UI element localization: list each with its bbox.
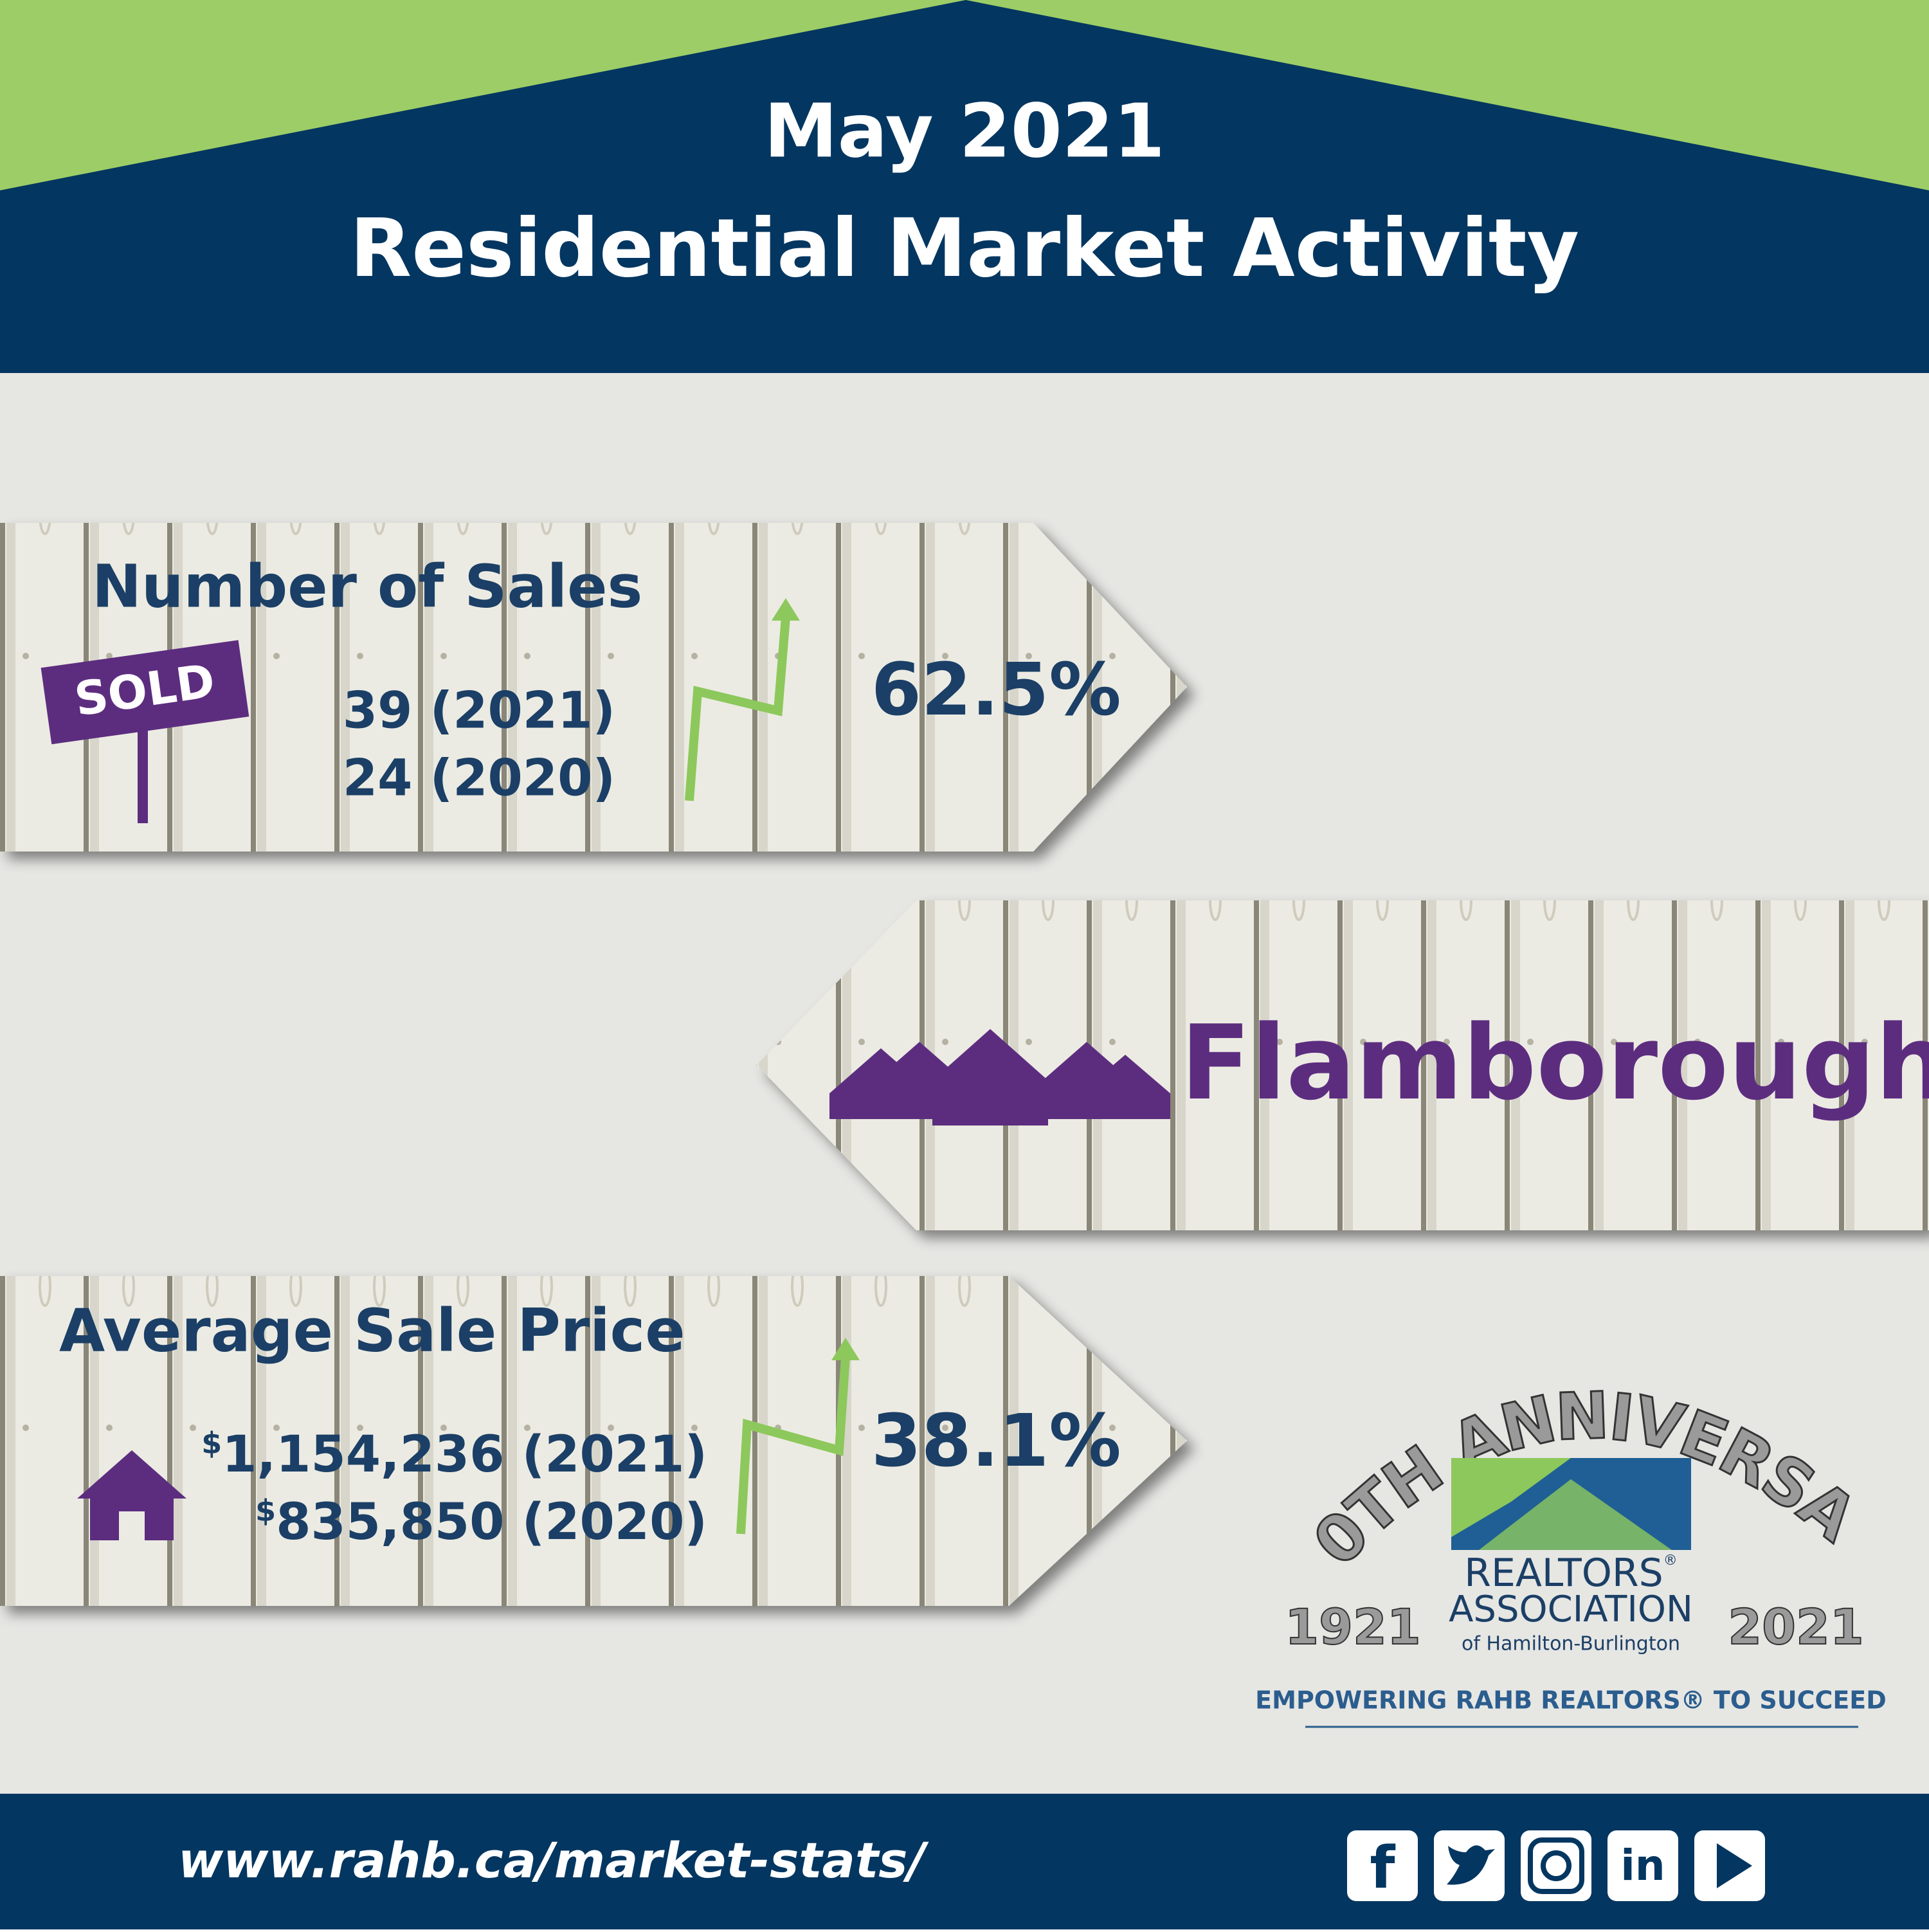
twitter-glyph bbox=[1447, 1845, 1495, 1885]
logo-name: REALTORS® bbox=[1464, 1551, 1677, 1596]
sales-arrow bbox=[0, 523, 1187, 852]
title: May 2021 bbox=[764, 89, 1165, 175]
houses-icon bbox=[829, 1029, 1170, 1125]
up-arrow-head bbox=[772, 598, 800, 621]
instagram-lens bbox=[1541, 1850, 1571, 1881]
up-arrow bbox=[736, 1356, 850, 1535]
logo-name1: REALTORS bbox=[1464, 1551, 1663, 1596]
region-name: Flamborough bbox=[1181, 1003, 1929, 1123]
price-2021: $1,154,236 (2021) bbox=[201, 1426, 707, 1484]
logo-name3: of Hamilton-Burlington bbox=[1462, 1633, 1680, 1655]
instagram-icon[interactable] bbox=[1521, 1830, 1591, 1901]
logo-end: 2021 bbox=[1728, 1598, 1864, 1655]
logo-name2: ASSOCIATION bbox=[1449, 1589, 1693, 1630]
price-arrow bbox=[0, 1276, 1187, 1606]
region-arrow bbox=[757, 900, 1929, 1230]
sales-2021: 39 (2021) bbox=[343, 682, 615, 740]
currency: $ bbox=[255, 1493, 276, 1528]
up-arrow bbox=[685, 617, 790, 801]
price-change: 38.1% bbox=[871, 1399, 1121, 1483]
price-2020: $835,850 (2020) bbox=[255, 1493, 707, 1552]
up-arrow-head bbox=[831, 1338, 860, 1360]
amount: 835,850 (2020) bbox=[276, 1493, 707, 1551]
house-icon bbox=[77, 1450, 186, 1540]
sales-change: 62.5% bbox=[871, 648, 1121, 732]
title: Residential Market Activity bbox=[350, 202, 1579, 295]
currency: $ bbox=[201, 1426, 222, 1461]
facebook-icon[interactable] bbox=[1347, 1830, 1418, 1901]
price-title: Average Sale Price bbox=[59, 1296, 685, 1365]
logo-start: 1921 bbox=[1285, 1598, 1421, 1655]
sales-title: Number of Sales bbox=[92, 552, 642, 621]
linkedin-icon[interactable] bbox=[1608, 1830, 1678, 1901]
instagram-glyph bbox=[1528, 1837, 1584, 1894]
logo-tagline: EMPOWERING RAHB REALTORS® TO SUCCEED bbox=[1255, 1686, 1887, 1715]
sales-2020: 24 (2020) bbox=[343, 749, 615, 807]
linkedin-glyph: in bbox=[1620, 1841, 1665, 1890]
header-roof bbox=[0, 0, 1929, 373]
social-icons: f in bbox=[1347, 1830, 1765, 1902]
youtube-glyph bbox=[1717, 1843, 1752, 1888]
logo-reg: ® bbox=[1663, 1553, 1678, 1569]
amount: 1,154,236 (2021) bbox=[222, 1426, 707, 1484]
url[interactable]: www.rahb.ca/market-stats/ bbox=[178, 1832, 929, 1889]
facebook-glyph: f bbox=[1370, 1834, 1395, 1902]
sold-sign: SOLD bbox=[41, 640, 249, 823]
